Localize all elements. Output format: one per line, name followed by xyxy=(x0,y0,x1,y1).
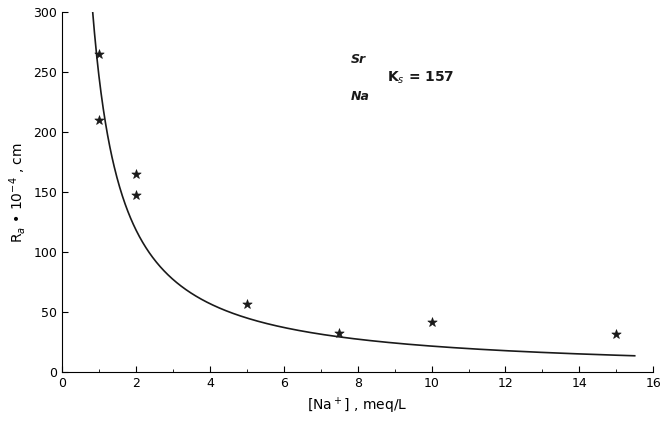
Point xyxy=(131,191,142,198)
Point xyxy=(94,51,104,58)
Y-axis label: R$_a$ • 10$^{-4}$ , cm: R$_a$ • 10$^{-4}$ , cm xyxy=(7,142,28,242)
Point xyxy=(611,330,622,337)
Point xyxy=(131,171,142,178)
Point xyxy=(426,319,437,325)
Point xyxy=(94,117,104,124)
Text: K$_s$ = 157: K$_s$ = 157 xyxy=(387,70,454,86)
Point xyxy=(242,300,253,307)
Point xyxy=(334,330,345,336)
Text: Sr: Sr xyxy=(350,53,365,66)
Text: Na: Na xyxy=(350,90,369,103)
X-axis label: [Na$^+$] , meq/L: [Na$^+$] , meq/L xyxy=(307,396,408,416)
